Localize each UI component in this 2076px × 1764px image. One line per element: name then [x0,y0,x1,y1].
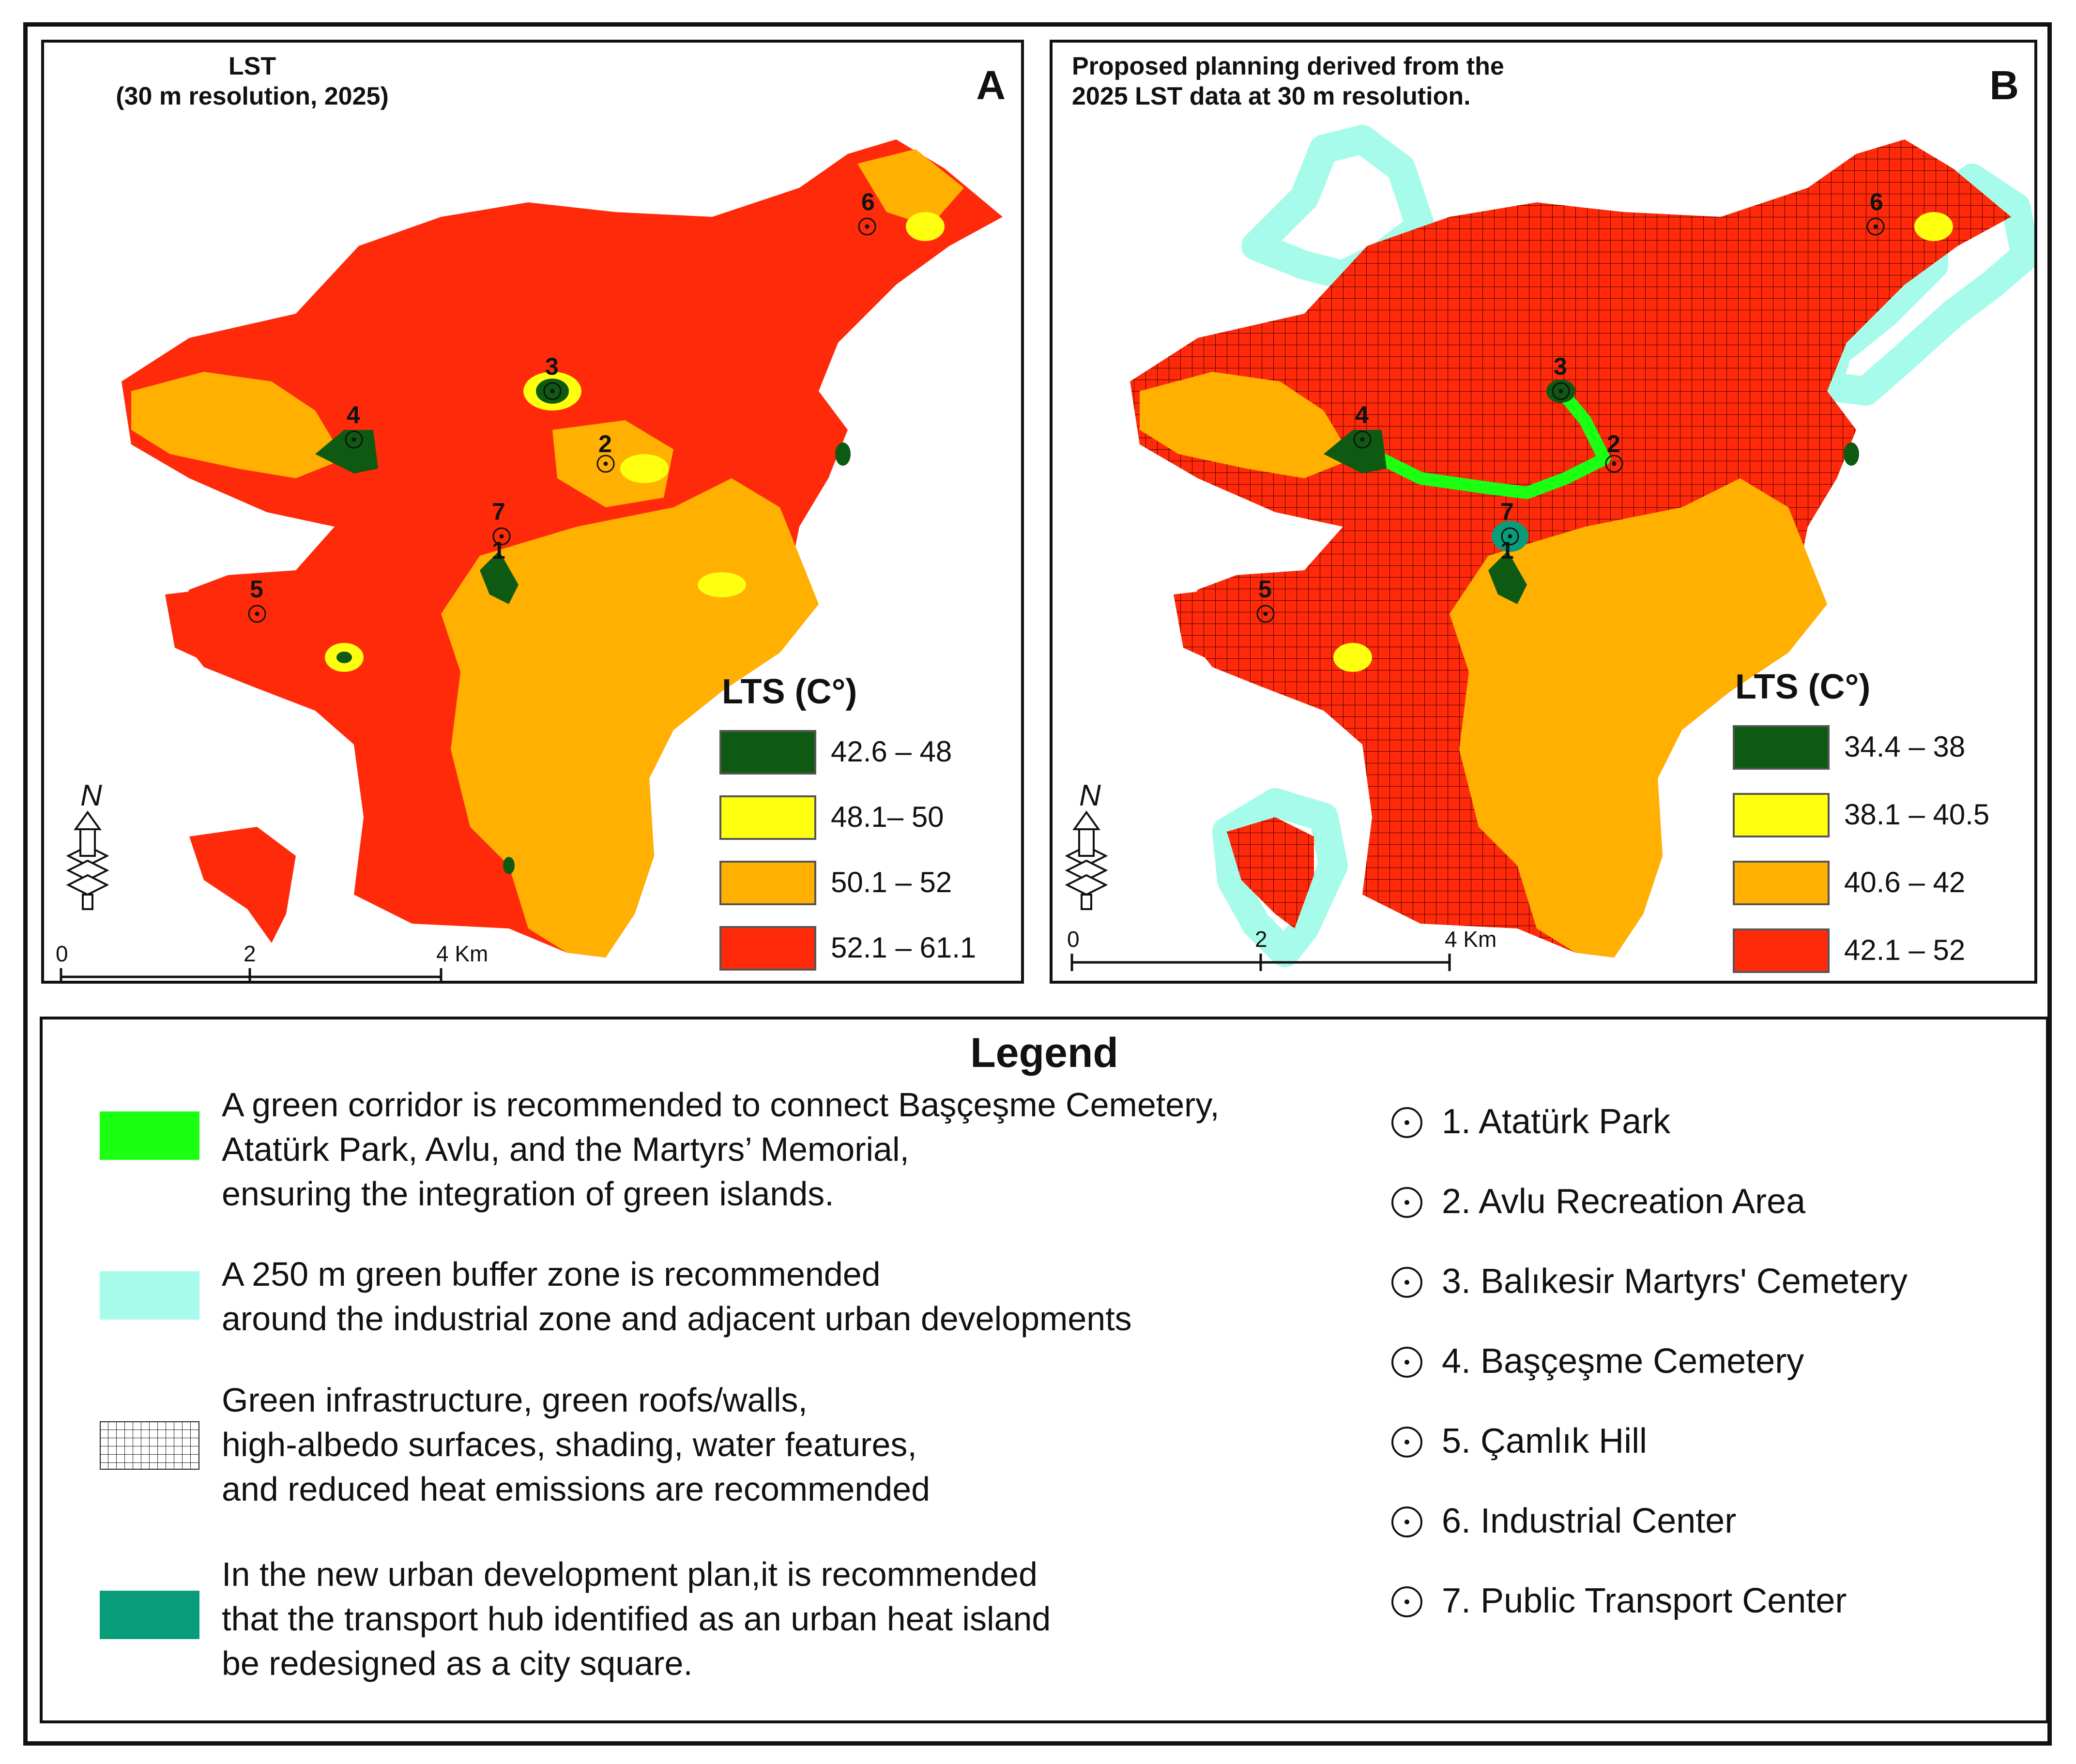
legend-text-grid: Green infrastructure, green roofs/walls,… [222,1381,931,1508]
orange-zone-south-b [1450,478,1827,958]
orange-zone-east [857,149,964,227]
panel-a-title: LST (30 m resolution, 2025) [59,51,446,111]
site-label-5: 5. Çamlık Hill [1442,1422,1648,1460]
panel-a-title-line2: (30 m resolution, 2025) [116,82,389,110]
site-label-3: 3. Balıkesir Martyrs' Cemetery [1442,1262,1908,1301]
orange-zone-south [441,478,819,958]
site-number-1: 1 [492,537,505,564]
panel-a-class-swatch-3 [719,861,816,905]
panel-a-legend-title: LTS (C°) [722,672,857,711]
site-label-2: 2. Avlu Recreation Area [1442,1182,1806,1221]
legend-text-buffer: A 250 m green buffer zone is recommended… [222,1255,1132,1338]
legend-title: Legend [970,1030,1118,1076]
panel-b-legend-title: LTS (C°) [1735,668,1871,706]
site-number-b-5: 5 [1258,576,1272,603]
site-number-5: 5 [250,576,263,603]
site-label-7: 7. Public Transport Center [1442,1582,1847,1620]
north-label-b: N [1079,779,1101,812]
site-number-b-6: 6 [1870,188,1883,215]
site-label-1: 1. Atatürk Park [1442,1102,1671,1141]
site-marker-icon [1391,1427,1422,1458]
panel-b-class-swatch-1 [1733,725,1830,770]
panel-b-class-label-4: 42.1 – 52 [1844,934,1966,966]
buffer-zones [1212,125,2034,967]
panel-b-letter: B [1989,62,2019,108]
panel-a-letter: A [976,62,1006,108]
site-number-b-3: 3 [1554,353,1567,380]
lst-map-a [122,139,1003,958]
site-number-b-2: 2 [1607,430,1620,457]
panel-a-class-swatch-2 [719,795,816,840]
legend-swatch-grid-icon [100,1421,199,1470]
site-markers-b [1256,217,1885,623]
panel-a-class-label-1: 42.6 – 48 [831,735,952,768]
scale-label-b-0: 0 [1067,927,1080,952]
legend-text-city-square: In the new urban development plan,it is … [222,1555,1051,1682]
orange-zone-west [131,372,344,478]
green-corridor [1356,385,1611,499]
site-number-7: 7 [492,498,505,525]
legend-swatch-buffer [100,1271,199,1320]
panel-a-class-label-2: 48.1– 50 [831,801,944,833]
panel-a-class-label-4: 52.1 – 61.1 [831,931,977,964]
red-zone-southwest [189,827,296,943]
site-number-4: 4 [347,401,360,428]
panel-b-class-label-1: 34.4 – 38 [1844,730,1966,763]
panel-b-class-label-3: 40.6 – 42 [1844,866,1966,898]
panel-b-class-swatch-4 [1733,928,1830,973]
site-marker-icon [1391,1267,1422,1298]
panel-a-class-label-3: 50.1 – 52 [831,866,952,898]
panel-a-class-swatch-4 [719,926,816,971]
legend-box: Legend A green corridor is recommended t… [40,1017,2049,1723]
site-number-3: 3 [545,353,559,380]
panel-b-class-label-2: 38.1 – 40.5 [1844,798,1990,831]
north-label: N [80,779,102,812]
site-number-2: 2 [598,430,612,457]
site-marker-icon [1391,1586,1422,1617]
legend-text-green-corridor: A green corridor is recommended to conne… [222,1086,1220,1213]
yellow-patches-b [1333,212,1953,672]
panel-b-class-swatch-2 [1733,793,1830,837]
north-arrow-b-icon [1065,810,1108,910]
site-number-6: 6 [861,188,875,215]
legend-swatch-city-square [100,1591,199,1639]
panel-b-title: Proposed planning derived from the 2025 … [1072,51,1504,111]
site-marker-icon [1391,1506,1422,1537]
map-panel-a: LST (30 m resolution, 2025) A 1 2 3 4 5 … [41,40,1024,984]
site-label-4: 4. Başçeşme Cemetery [1442,1342,1804,1381]
site-marker-icon [1391,1107,1422,1138]
panel-b-title-line2: 2025 LST data at 30 m resolution. [1072,82,1471,110]
site-label-6: 6. Industrial Center [1442,1502,1737,1540]
orange-zone-west-b [1140,372,1353,478]
panel-a-title-line1: LST [228,52,276,80]
scale-label-0: 0 [56,941,68,966]
site-number-b-7: 7 [1500,498,1514,525]
planning-map-b [1065,125,2034,971]
site-number-b-4: 4 [1355,401,1369,428]
scale-label-4km: 4 Km [436,941,488,966]
red-zone-camlik [165,585,364,677]
map-panel-b: Proposed planning derived from the 2025 … [1050,40,2037,984]
legend-swatch-green-corridor [100,1111,199,1160]
scale-label-2: 2 [244,941,256,966]
scale-label-b-2: 2 [1255,927,1267,952]
site-marker-icon [1391,1187,1422,1218]
panel-a-class-swatch-1 [719,730,816,775]
site-marker-icon [1391,1347,1422,1378]
panel-b-class-swatch-3 [1733,861,1830,905]
scale-label-b-4km: 4 Km [1445,927,1497,952]
site-number-b-1: 1 [1500,537,1514,564]
panel-b-title-line1: Proposed planning derived from the [1072,52,1504,80]
